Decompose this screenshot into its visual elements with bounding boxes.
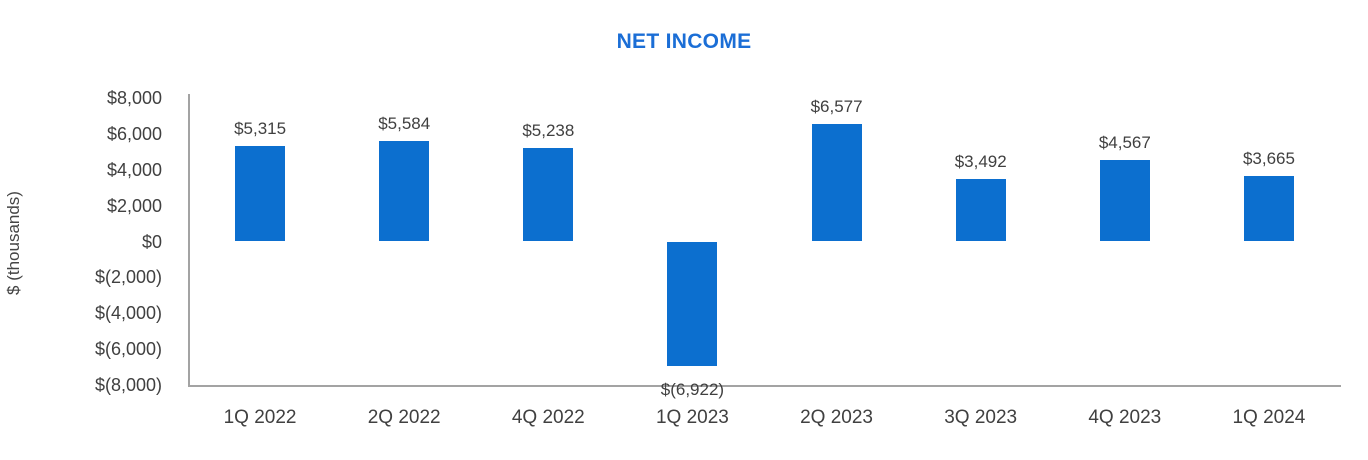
y-axis-title: $ (thousands) [4, 191, 23, 295]
bar-4q-2023 [1099, 159, 1150, 242]
bar-2q-2022 [379, 141, 430, 242]
y-tick-label: $6,000 [106, 123, 162, 144]
bar-value-label: $5,315 [234, 119, 287, 139]
x-tick-label: 4Q 2022 [511, 407, 585, 428]
y-tick-label: $(2,000) [94, 267, 162, 288]
bar-value-label: $4,567 [1098, 132, 1151, 152]
x-axis-line [188, 385, 1341, 387]
bar-value-label: $5,238 [522, 120, 575, 140]
y-axis-line [188, 94, 190, 387]
bar-4q-2022 [523, 147, 574, 242]
chart-title: NET INCOME [616, 30, 752, 53]
x-tick-label: 1Q 2024 [1232, 407, 1306, 428]
bar-1q-2023 [667, 241, 718, 366]
bar-value-label: $3,665 [1242, 148, 1295, 168]
bar-value-label: $(6,922) [660, 379, 725, 399]
bar-1q-2022 [235, 146, 286, 242]
y-tick-label: $0 [141, 231, 162, 252]
bar-value-label: $5,584 [378, 114, 431, 134]
x-tick-label: 2Q 2023 [800, 407, 874, 428]
y-tick-label: $8,000 [106, 88, 162, 108]
bar-value-label: $3,492 [954, 151, 1007, 171]
bar-2q-2023 [811, 123, 862, 242]
x-tick-label: 1Q 2022 [223, 407, 297, 428]
y-tick-label: $(4,000) [94, 303, 162, 324]
x-tick-label: 1Q 2023 [655, 407, 729, 428]
x-tick-label: 3Q 2023 [944, 407, 1018, 428]
bar-value-label: $6,577 [810, 96, 863, 116]
x-tick-label: 4Q 2023 [1088, 407, 1162, 428]
x-tick-label: 2Q 2022 [367, 407, 441, 428]
bar-1q-2024 [1243, 175, 1294, 242]
y-tick-label: $(8,000) [94, 375, 162, 395]
y-tick-label: $4,000 [106, 159, 162, 180]
y-tick-label: $(6,000) [94, 339, 162, 360]
bar-3q-2023 [955, 178, 1006, 242]
y-tick-label: $2,000 [106, 195, 162, 216]
